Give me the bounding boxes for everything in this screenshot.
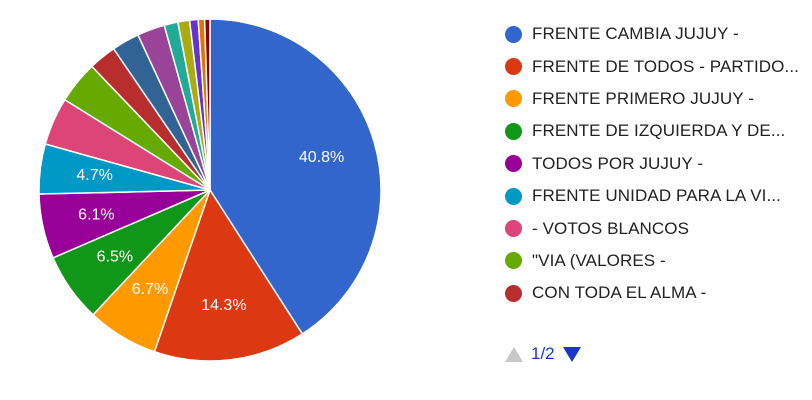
legend-swatch xyxy=(505,90,522,108)
pie-data-label-5: 6.1% xyxy=(78,206,114,223)
pie-data-label-4: 6.5% xyxy=(97,248,133,265)
legend-label: TODOS POR JUJUY - xyxy=(532,153,704,173)
legend-label: FRENTE CAMBIA JUJUY - xyxy=(532,24,739,44)
pie-data-label-1: 40.8% xyxy=(299,149,344,166)
pie-data-labels: 40.8% 14.3% 6.7% 6.5% 6.1% 4.7% xyxy=(76,149,344,314)
legend-label: FRENTE DE TODOS - PARTIDO... xyxy=(532,56,799,76)
pie-chart-plot: 40.8% 14.3% 6.7% 6.5% 6.1% 4.7% xyxy=(38,18,382,362)
pie-data-label-3: 6.7% xyxy=(132,281,168,298)
legend-item-9[interactable]: CON TODA EL ALMA - xyxy=(505,277,805,309)
legend-item-5[interactable]: TODOS POR JUJUY - xyxy=(505,148,805,180)
legend-item-2[interactable]: FRENTE DE TODOS - PARTIDO... xyxy=(505,50,805,82)
legend-label: FRENTE DE IZQUIERDA Y DE... xyxy=(532,121,786,141)
legend: FRENTE CAMBIA JUJUY - FRENTE DE TODOS - … xyxy=(505,18,805,310)
legend-swatch xyxy=(505,25,522,43)
legend-swatch xyxy=(505,58,522,76)
legend-item-8[interactable]: "VIA (VALORES - xyxy=(505,245,805,277)
legend-label: - VOTOS BLANCOS xyxy=(532,218,690,238)
legend-item-3[interactable]: FRENTE PRIMERO JUJUY - xyxy=(505,83,805,115)
legend-label: "VIA (VALORES - xyxy=(532,250,666,270)
legend-swatch xyxy=(505,187,522,205)
pager-page-indicator: 1/2 xyxy=(531,344,555,363)
triangle-up-icon xyxy=(505,346,523,362)
legend-item-6[interactable]: FRENTE UNIDAD PARA LA VI... xyxy=(505,180,805,212)
pie-slice-1[interactable] xyxy=(209,18,382,335)
pie-data-label-6: 4.7% xyxy=(76,167,112,184)
pie-data-label-2: 14.3% xyxy=(201,297,246,314)
pie-slice-16[interactable] xyxy=(203,18,211,191)
triangle-down-icon[interactable] xyxy=(562,346,581,362)
legend-label: FRENTE UNIDAD PARA LA VI... xyxy=(532,186,781,206)
legend-label: FRENTE PRIMERO JUJUY - xyxy=(532,88,754,108)
legend-swatch xyxy=(505,122,522,140)
pie-slice-2[interactable] xyxy=(153,188,304,362)
legend-label: CON TODA EL ALMA - xyxy=(532,283,707,303)
legend-item-1[interactable]: FRENTE CAMBIA JUJUY - xyxy=(505,18,805,50)
legend-pager: 1/2 xyxy=(505,340,581,368)
legend-item-7[interactable]: - VOTOS BLANCOS xyxy=(505,212,805,244)
legend-item-4[interactable]: FRENTE DE IZQUIERDA Y DE... xyxy=(505,115,805,147)
legend-swatch xyxy=(505,155,522,173)
pie-slices xyxy=(38,18,382,362)
legend-swatch xyxy=(505,252,522,270)
legend-swatch xyxy=(505,220,522,238)
legend-swatch xyxy=(505,284,522,302)
